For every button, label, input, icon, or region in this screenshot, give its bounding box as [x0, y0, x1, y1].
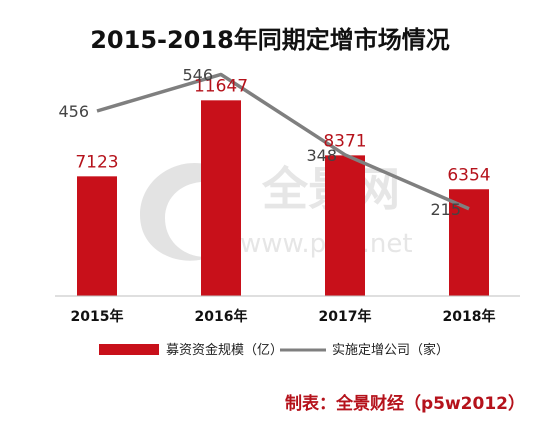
x-tick-labels: 2015年 2016年 2017年 2018年 — [71, 308, 496, 325]
bar-label-2: 11647 — [194, 76, 248, 96]
line-path — [96, 72, 470, 211]
line-data-labels: 456 546 348 215 — [58, 65, 461, 218]
line-series — [96, 72, 470, 211]
watermark: 全景网 www.p5w.net — [140, 162, 413, 261]
credit-text: 制表：全景财经（p5w2012） — [285, 393, 525, 414]
bar-data-labels: 7123 11647 8371 6354 — [75, 76, 490, 185]
line-label-2: 546 — [182, 65, 213, 84]
bar-2 — [201, 100, 241, 296]
x-tick-2: 2016年 — [195, 308, 248, 325]
legend-label-line: 实施定增公司（家） — [332, 342, 449, 358]
bar-label-3: 8371 — [323, 131, 366, 151]
legend-swatch-bar — [99, 344, 159, 355]
bar-series — [77, 100, 489, 296]
bar-3 — [325, 155, 365, 296]
line-label-4: 215 — [430, 200, 461, 219]
watermark-logo — [140, 162, 222, 261]
bar-label-1: 7123 — [75, 152, 118, 172]
x-tick-3: 2017年 — [319, 308, 372, 325]
x-tick-1: 2015年 — [71, 308, 124, 325]
line-label-3: 348 — [306, 146, 337, 165]
legend-label-bar: 募资资金规模（亿） — [166, 342, 283, 358]
bar-label-4: 6354 — [447, 165, 490, 185]
chart-title: 2015-2018年同期定增市场情况 — [90, 26, 450, 54]
bar-1 — [77, 176, 117, 296]
x-tick-4: 2018年 — [443, 308, 496, 325]
legend: 募资资金规模（亿） 实施定增公司（家） — [99, 342, 449, 358]
line-label-1: 456 — [58, 102, 89, 121]
